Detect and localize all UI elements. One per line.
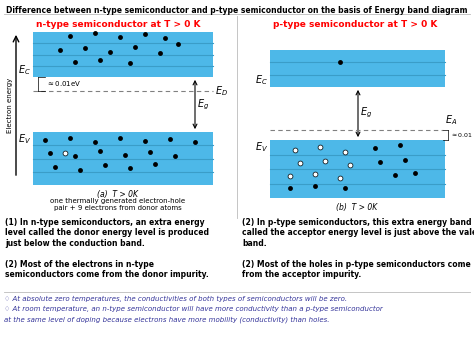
Text: $E_g$: $E_g$: [197, 98, 209, 112]
Text: (2) In p-type semiconductors, this extra energy band
called the acceptor energy : (2) In p-type semiconductors, this extra…: [242, 218, 474, 248]
Text: (1) In n-type semiconductors, an extra energy
level called the donor energy leve: (1) In n-type semiconductors, an extra e…: [5, 218, 209, 248]
Text: (b)  T > 0K: (b) T > 0K: [337, 203, 378, 212]
Text: pair + 9 electrons from donor atoms: pair + 9 electrons from donor atoms: [54, 205, 182, 211]
Text: $\approx$0.01eV: $\approx$0.01eV: [46, 80, 81, 89]
Text: $E_C$: $E_C$: [18, 63, 31, 77]
Text: $E_g$: $E_g$: [360, 106, 372, 120]
Bar: [33, 132, 213, 185]
Text: Difference between n-type semiconductor and p-type semiconductor on the basis of: Difference between n-type semiconductor …: [6, 6, 468, 15]
Bar: [270, 50, 445, 87]
Text: p-type semiconductor at T > 0 K: p-type semiconductor at T > 0 K: [273, 20, 437, 29]
Text: n-type semiconductor at T > 0 K: n-type semiconductor at T > 0 K: [36, 20, 200, 29]
Text: $E_V$: $E_V$: [255, 140, 268, 154]
Text: $E_D$: $E_D$: [215, 84, 228, 98]
Text: at the same level of doping because electrons have more mobility (conductivity) : at the same level of doping because elec…: [4, 316, 329, 323]
Text: ♢ At room temperature, an n-type semiconductor will have more conductivity than : ♢ At room temperature, an n-type semicon…: [4, 306, 383, 312]
Text: Electron energy: Electron energy: [7, 77, 13, 132]
Bar: [270, 140, 445, 198]
Text: one thermally generated electron-hole: one thermally generated electron-hole: [50, 198, 185, 204]
Text: $\approx$0.01 - 0.05 eV: $\approx$0.01 - 0.05 eV: [450, 131, 474, 139]
Text: $E_C$: $E_C$: [255, 73, 268, 87]
Text: (2) Most of the holes in p-type semiconductors come
from the acceptor impurity.: (2) Most of the holes in p-type semicond…: [242, 260, 471, 280]
Text: (a)  T > 0K: (a) T > 0K: [98, 190, 138, 199]
Text: (2) Most of the electrons in n-type
semiconductors come from the donor impurity.: (2) Most of the electrons in n-type semi…: [5, 260, 209, 280]
Text: ♢ At absolute zero temperatures, the conductivities of both types of semiconduct: ♢ At absolute zero temperatures, the con…: [4, 296, 347, 302]
Text: $E_A$: $E_A$: [445, 113, 457, 127]
Bar: [33, 32, 213, 77]
Text: $E_V$: $E_V$: [18, 132, 31, 146]
